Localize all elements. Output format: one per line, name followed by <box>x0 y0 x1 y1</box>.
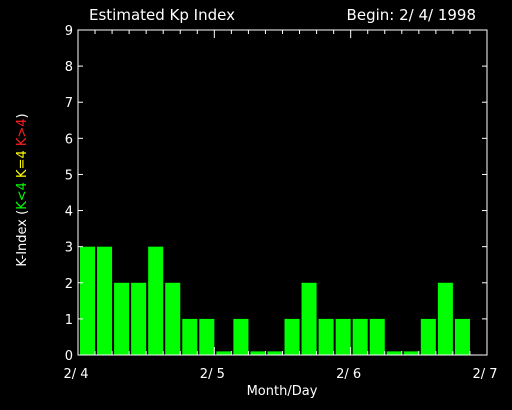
y-axis-label: K-Index (K<4 K=4 K>4) <box>15 113 30 266</box>
y-tick-label: 7 <box>65 96 73 111</box>
kp-bar <box>437 282 453 355</box>
kp-bar <box>454 318 470 355</box>
y-label-prefix: K-Index ( <box>15 210 30 267</box>
y-tick-label: 0 <box>65 349 73 364</box>
y-tick-label: 9 <box>65 24 73 39</box>
kp-bar <box>284 318 300 355</box>
kp-bar <box>335 318 351 355</box>
y-tick-label: 8 <box>65 60 73 75</box>
y-tick-label: 6 <box>65 132 73 147</box>
kp-bar <box>131 282 147 355</box>
kp-bar <box>352 318 368 355</box>
x-tick-label: 2/ 6 <box>336 367 361 382</box>
y-tick-label: 1 <box>65 313 73 328</box>
kp-bar <box>165 282 181 355</box>
kp-bar <box>301 282 317 355</box>
x-axis: 2/ 4 2/ 5 2/ 6 2/ 7 <box>63 30 498 382</box>
plot-frame <box>77 29 488 356</box>
kp-bar <box>318 318 334 355</box>
x-tick-label: 2/ 7 <box>472 367 497 382</box>
x-axis-label: Month/Day <box>247 384 318 399</box>
kp-bar <box>420 318 436 355</box>
x-tick-label: 2/ 5 <box>200 367 225 382</box>
kp-bar <box>386 351 402 355</box>
bar-series <box>80 246 470 355</box>
chart-subtitle: Begin: 2/ 4/ 1998 <box>347 6 476 24</box>
kp-bar <box>148 246 164 355</box>
kp-bar <box>199 318 215 355</box>
kp-bar <box>403 351 419 355</box>
chart-title: Estimated Kp Index <box>89 6 235 24</box>
kp-bar <box>369 318 385 355</box>
y-label-legend-part: K>4 <box>15 118 30 150</box>
kp-bar <box>250 351 266 355</box>
kp-bar <box>216 351 232 355</box>
x-tick-label: 2/ 4 <box>63 367 88 382</box>
y-label-legend-part: K<4 <box>15 182 30 210</box>
y-tick-label: 2 <box>65 277 73 292</box>
y-tick-label: 5 <box>65 168 73 183</box>
y-axis: 0 1 2 3 4 5 6 7 8 9 <box>65 24 487 364</box>
y-label-suffix: ) <box>15 113 30 118</box>
kp-bar <box>97 246 113 355</box>
y-label-legend-part: K=4 <box>15 150 30 182</box>
kp-bar <box>80 246 96 355</box>
y-tick-label: 3 <box>65 241 73 256</box>
kp-bar <box>114 282 130 355</box>
y-tick-label: 4 <box>65 205 73 220</box>
kp-bar <box>267 351 283 355</box>
kp-bar <box>233 318 249 355</box>
kp-bar <box>182 318 198 355</box>
